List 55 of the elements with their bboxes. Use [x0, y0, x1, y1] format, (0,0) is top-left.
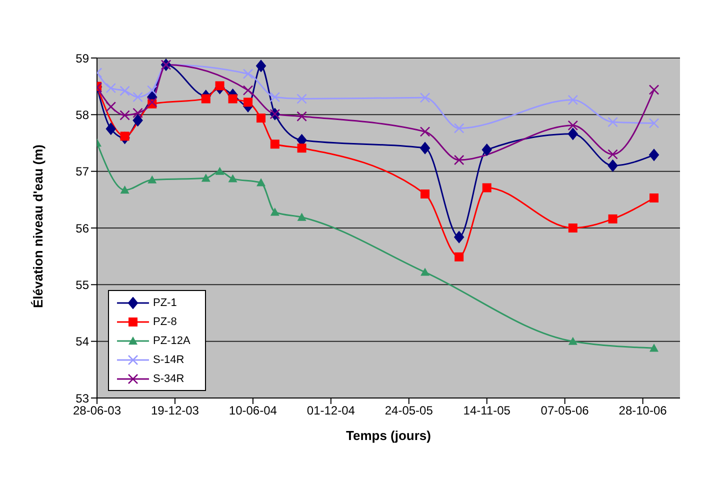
point [256, 114, 266, 123]
point [568, 336, 578, 345]
point [608, 160, 618, 172]
point [608, 214, 618, 224]
legend-label: S-14R [153, 354, 184, 366]
point [256, 60, 266, 72]
x-tick-label: 14-11-05 [463, 404, 511, 418]
point [270, 140, 280, 149]
point [244, 98, 253, 107]
point [215, 81, 224, 90]
point [256, 178, 266, 186]
point [215, 166, 224, 175]
point [649, 148, 660, 161]
point [228, 174, 238, 182]
point [482, 144, 492, 156]
point [420, 268, 430, 276]
point [454, 252, 464, 262]
point [297, 212, 306, 221]
legend-label: PZ-8 [153, 316, 177, 328]
x-tick-label: 24-05-05 [384, 404, 434, 418]
x-tick-label: 28-10-06 [618, 404, 668, 418]
x-tick-label: 28-06-03 [72, 404, 122, 418]
y-tick-label: 55 [76, 278, 90, 292]
point [482, 183, 492, 192]
x-tick-label: 01-12-04 [306, 404, 356, 418]
y-tick-label: 53 [76, 391, 90, 406]
y-axis-title: Élévation niveau d'eau (m) [30, 144, 46, 308]
point [132, 114, 143, 126]
x-tick-label: 19-12-03 [150, 404, 200, 418]
point [120, 186, 130, 194]
point [297, 144, 306, 153]
point [420, 142, 430, 154]
point [650, 193, 659, 202]
x-tick-label: 10-06-04 [228, 404, 278, 418]
y-tick-label: 56 [76, 221, 90, 236]
y-tick-label: 59 [76, 51, 90, 66]
point [228, 94, 238, 104]
point [568, 128, 578, 140]
y-tick-label: 54 [76, 334, 90, 349]
x-tick-label: 07-05-06 [540, 404, 590, 418]
y-tick-label: 58 [76, 108, 90, 122]
point [420, 190, 430, 198]
point [270, 208, 280, 216]
point [568, 224, 578, 232]
point [454, 231, 464, 244]
point [148, 175, 157, 184]
legend-label: PZ-1 [153, 296, 177, 308]
point [201, 94, 210, 104]
x-axis-title: Temps (jours) [346, 428, 431, 443]
legend-label: S-34R [153, 372, 184, 384]
y-tick-label: 57 [76, 164, 90, 179]
legend-label: PZ-12A [153, 334, 190, 346]
point [106, 122, 116, 135]
point [650, 344, 659, 352]
point [201, 174, 210, 182]
